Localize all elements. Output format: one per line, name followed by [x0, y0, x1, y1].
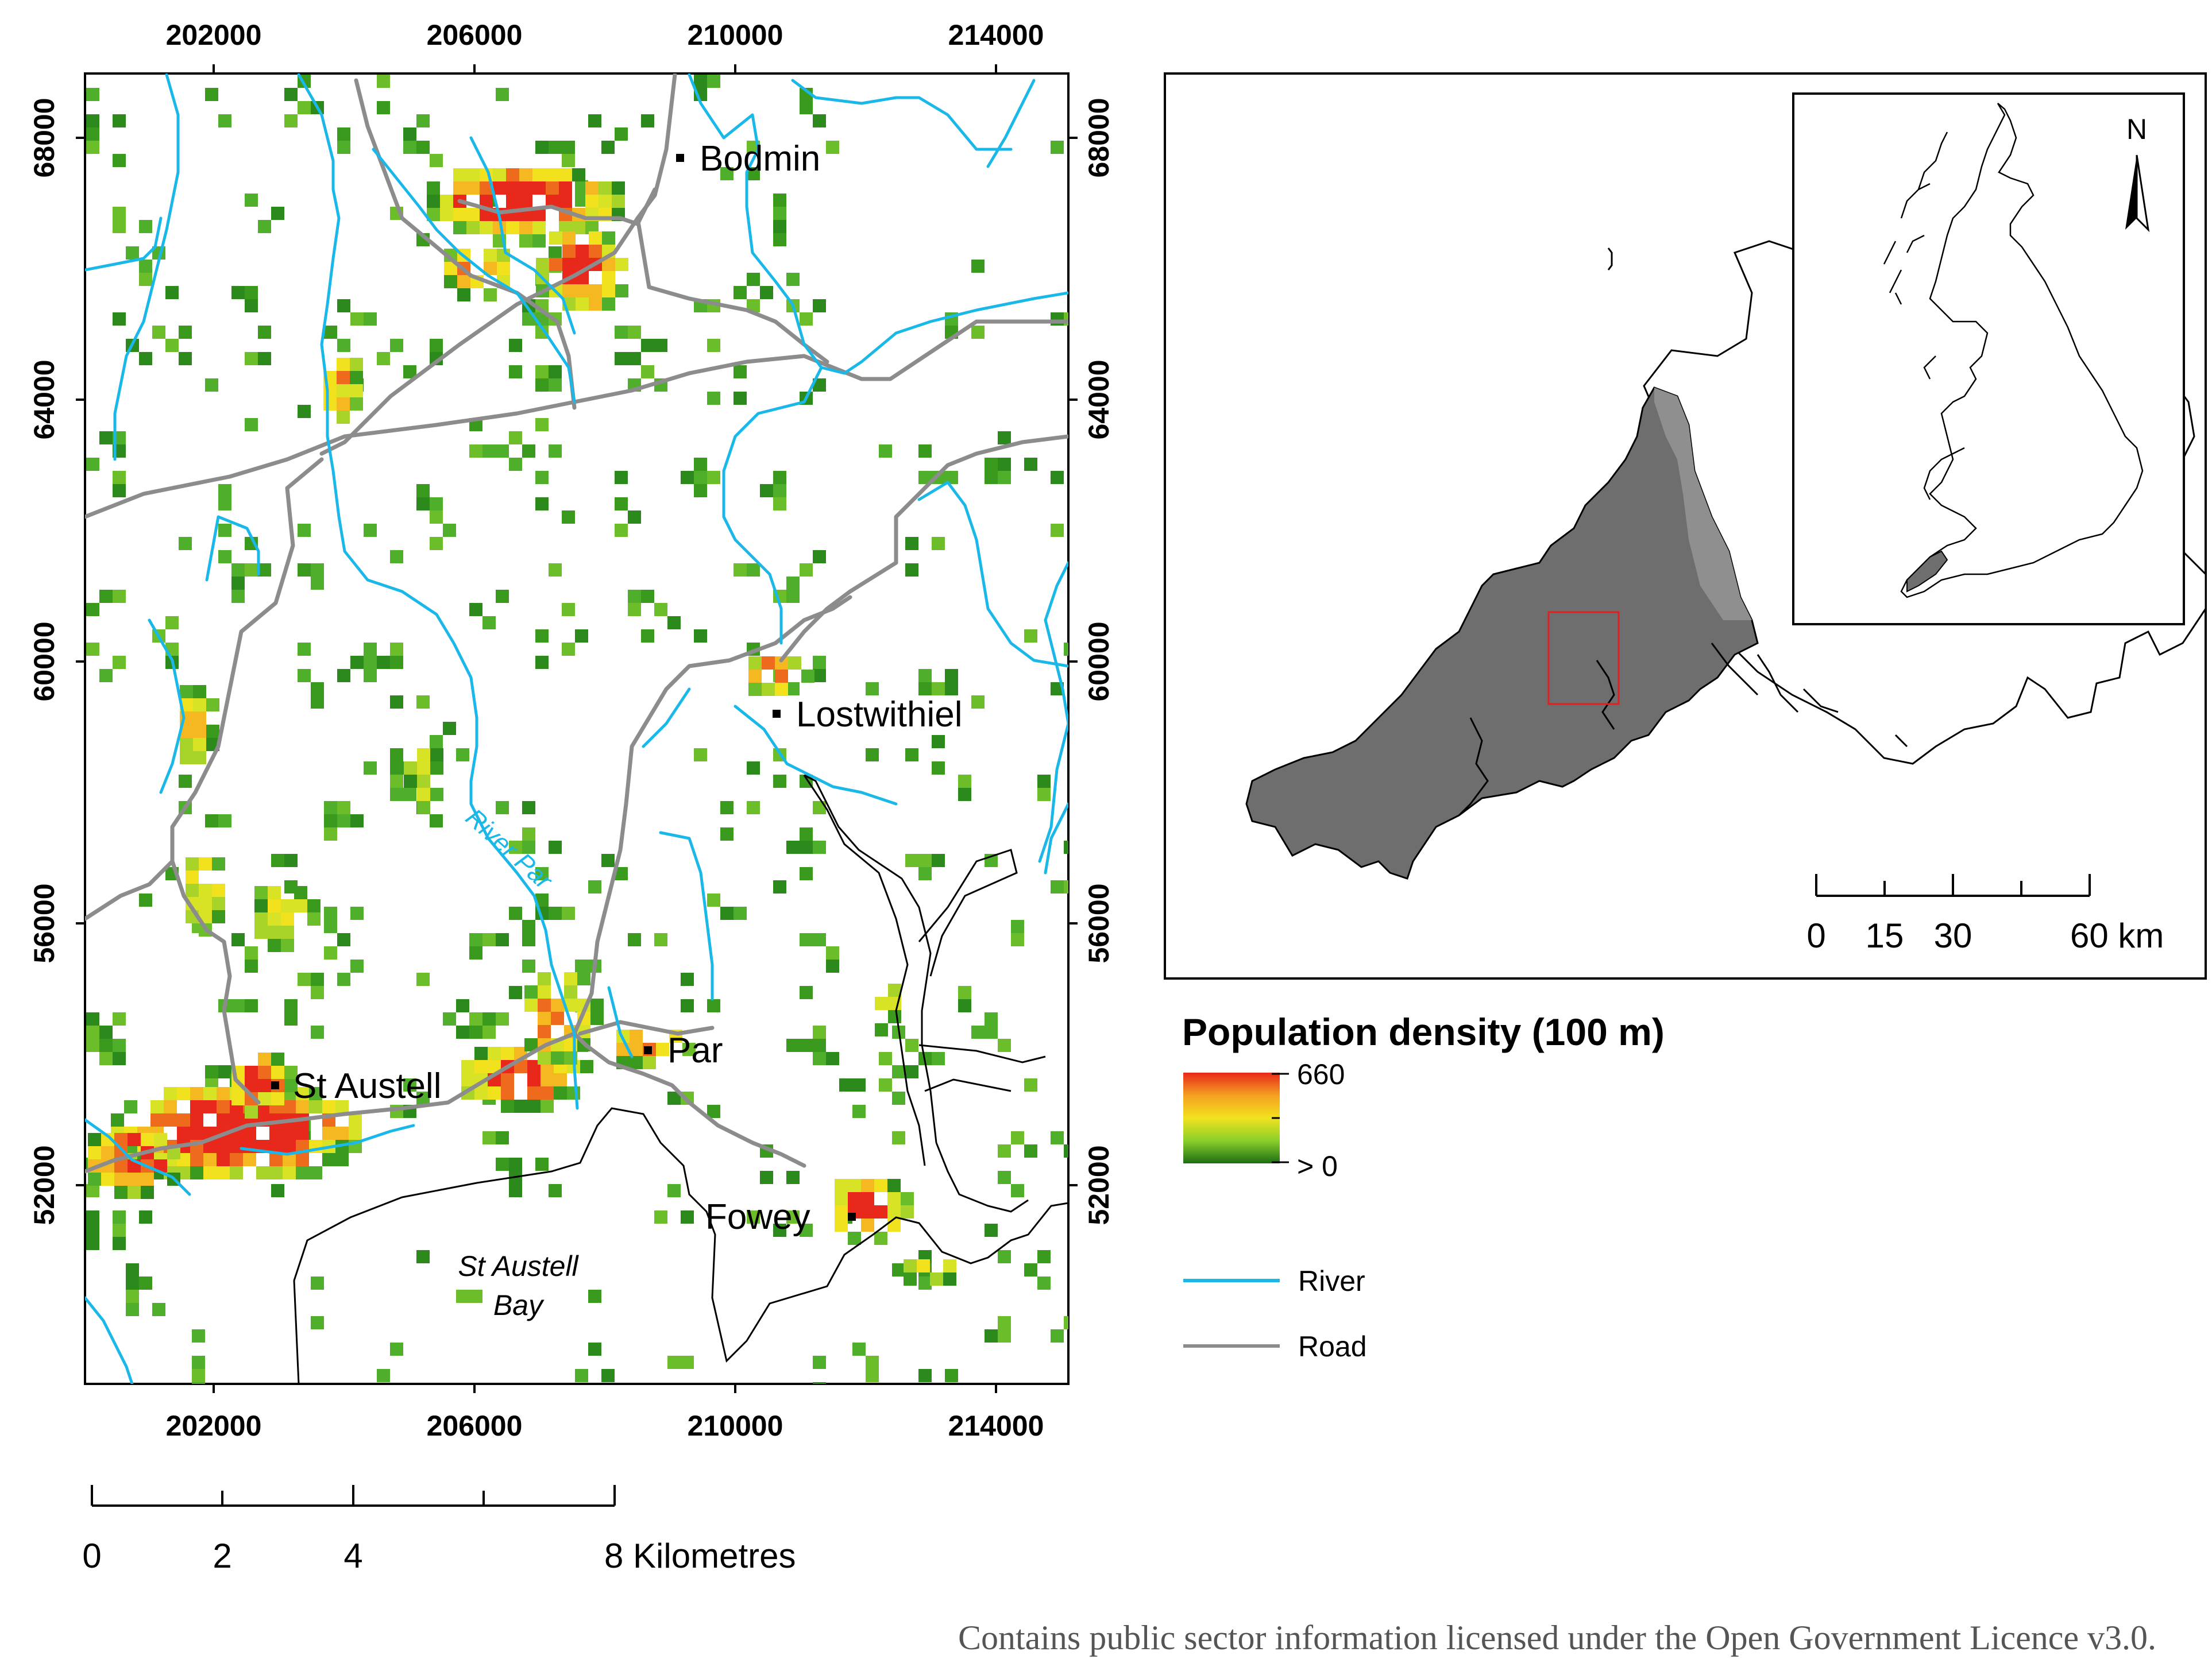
- town-marker-par: [644, 1046, 652, 1054]
- x-tick-label-bottom: 214000: [948, 1410, 1044, 1442]
- town-marker-fowey: [848, 1213, 856, 1221]
- context-scale-tick-label: 0: [1806, 916, 1825, 955]
- population-density-raster: [86, 75, 1068, 1384]
- y-tick-label-left: 68000: [28, 98, 60, 177]
- cornwall-area: [1245, 386, 1759, 880]
- y-tick-label-right: 60000: [1083, 621, 1115, 701]
- river-network: [85, 74, 1068, 1384]
- uk-overview-inset: N: [1792, 92, 2185, 625]
- scale-tick-label: 2: [213, 1537, 231, 1575]
- context-map: N 0 15 30 60 km: [1164, 72, 2207, 980]
- legend-river-label: River: [1298, 1265, 1365, 1297]
- inset-cornwall-highlight: [1906, 550, 1948, 593]
- scale-tick-label: 0: [82, 1537, 101, 1575]
- y-tick-label-left: 64000: [28, 359, 60, 439]
- great-britain-outline: [1900, 103, 2144, 598]
- bay-label: Bay: [493, 1289, 545, 1321]
- wales-outline: [1923, 447, 1965, 500]
- legend-min-label: > 0: [1297, 1150, 1338, 1182]
- town-label-fowey: Fowey: [705, 1197, 810, 1237]
- town-label-lostwithiel: Lostwithiel: [796, 695, 962, 734]
- density-color-ramp: [1183, 1073, 1280, 1163]
- y-tick-label-left: 56000: [28, 883, 60, 963]
- context-scale-tick-label: 15: [1866, 916, 1904, 955]
- x-tick-label-bottom: 202000: [166, 1410, 262, 1442]
- x-tick-label-top: 210000: [688, 19, 783, 51]
- y-tick-label-right: 56000: [1083, 883, 1115, 963]
- town-marker-st-austell: [271, 1081, 279, 1089]
- main-map-ticks: [76, 64, 1078, 1393]
- y-tick-label-left: 52000: [28, 1145, 60, 1225]
- bay-label: St Austell: [458, 1250, 579, 1282]
- scale-tick-label: 4: [343, 1537, 362, 1575]
- study-area-box: [1547, 611, 1620, 705]
- town-label-bodmin: Bodmin: [700, 139, 820, 179]
- context-scale-end-label: 60 km: [2070, 916, 2164, 955]
- x-tick-label-bottom: 206000: [427, 1410, 523, 1442]
- licence-credit: Contains public sector information licen…: [958, 1619, 2156, 1657]
- x-tick-label-top: 214000: [948, 19, 1044, 51]
- coastline: [293, 774, 1068, 1384]
- estuary-lines: [1458, 643, 1908, 817]
- x-tick-label-top: 202000: [166, 19, 262, 51]
- island: [1607, 247, 1613, 270]
- town-marker-lostwithiel: [773, 710, 781, 718]
- legend-road-label: Road: [1298, 1330, 1367, 1363]
- y-tick-label-right: 64000: [1083, 359, 1115, 439]
- context-scale-bar: 0 15 30 60 km: [1806, 874, 2164, 955]
- scale-end-label: 8 Kilometres: [604, 1537, 796, 1575]
- main-scale-bar: 0 2 4 8 Kilometres: [82, 1485, 796, 1575]
- cornwall-east-area: [1654, 388, 1752, 620]
- scotland-islands: [1883, 131, 1948, 380]
- town-label-st-austell: St Austell: [293, 1066, 441, 1106]
- town-label-par: Par: [667, 1031, 723, 1070]
- x-tick-label-bottom: 210000: [688, 1410, 783, 1442]
- main-map: 202000 206000 210000 214000 202000 20600…: [28, 19, 1115, 1442]
- x-tick-label-top: 206000: [427, 19, 523, 51]
- legend: Population density (100 m) 660 > 0 River…: [1182, 1011, 1665, 1363]
- town-marker-bodmin: [676, 154, 684, 162]
- context-scale-tick-label: 30: [1934, 916, 1972, 955]
- y-tick-label-right: 52000: [1083, 1145, 1115, 1225]
- legend-title: Population density (100 m): [1182, 1011, 1665, 1053]
- y-tick-label-right: 68000: [1083, 98, 1115, 177]
- road-network: [85, 74, 1068, 1174]
- legend-max-label: 660: [1297, 1058, 1345, 1090]
- y-tick-label-left: 60000: [28, 621, 60, 701]
- north-label: N: [2126, 113, 2147, 145]
- north-arrow: N: [2125, 113, 2150, 233]
